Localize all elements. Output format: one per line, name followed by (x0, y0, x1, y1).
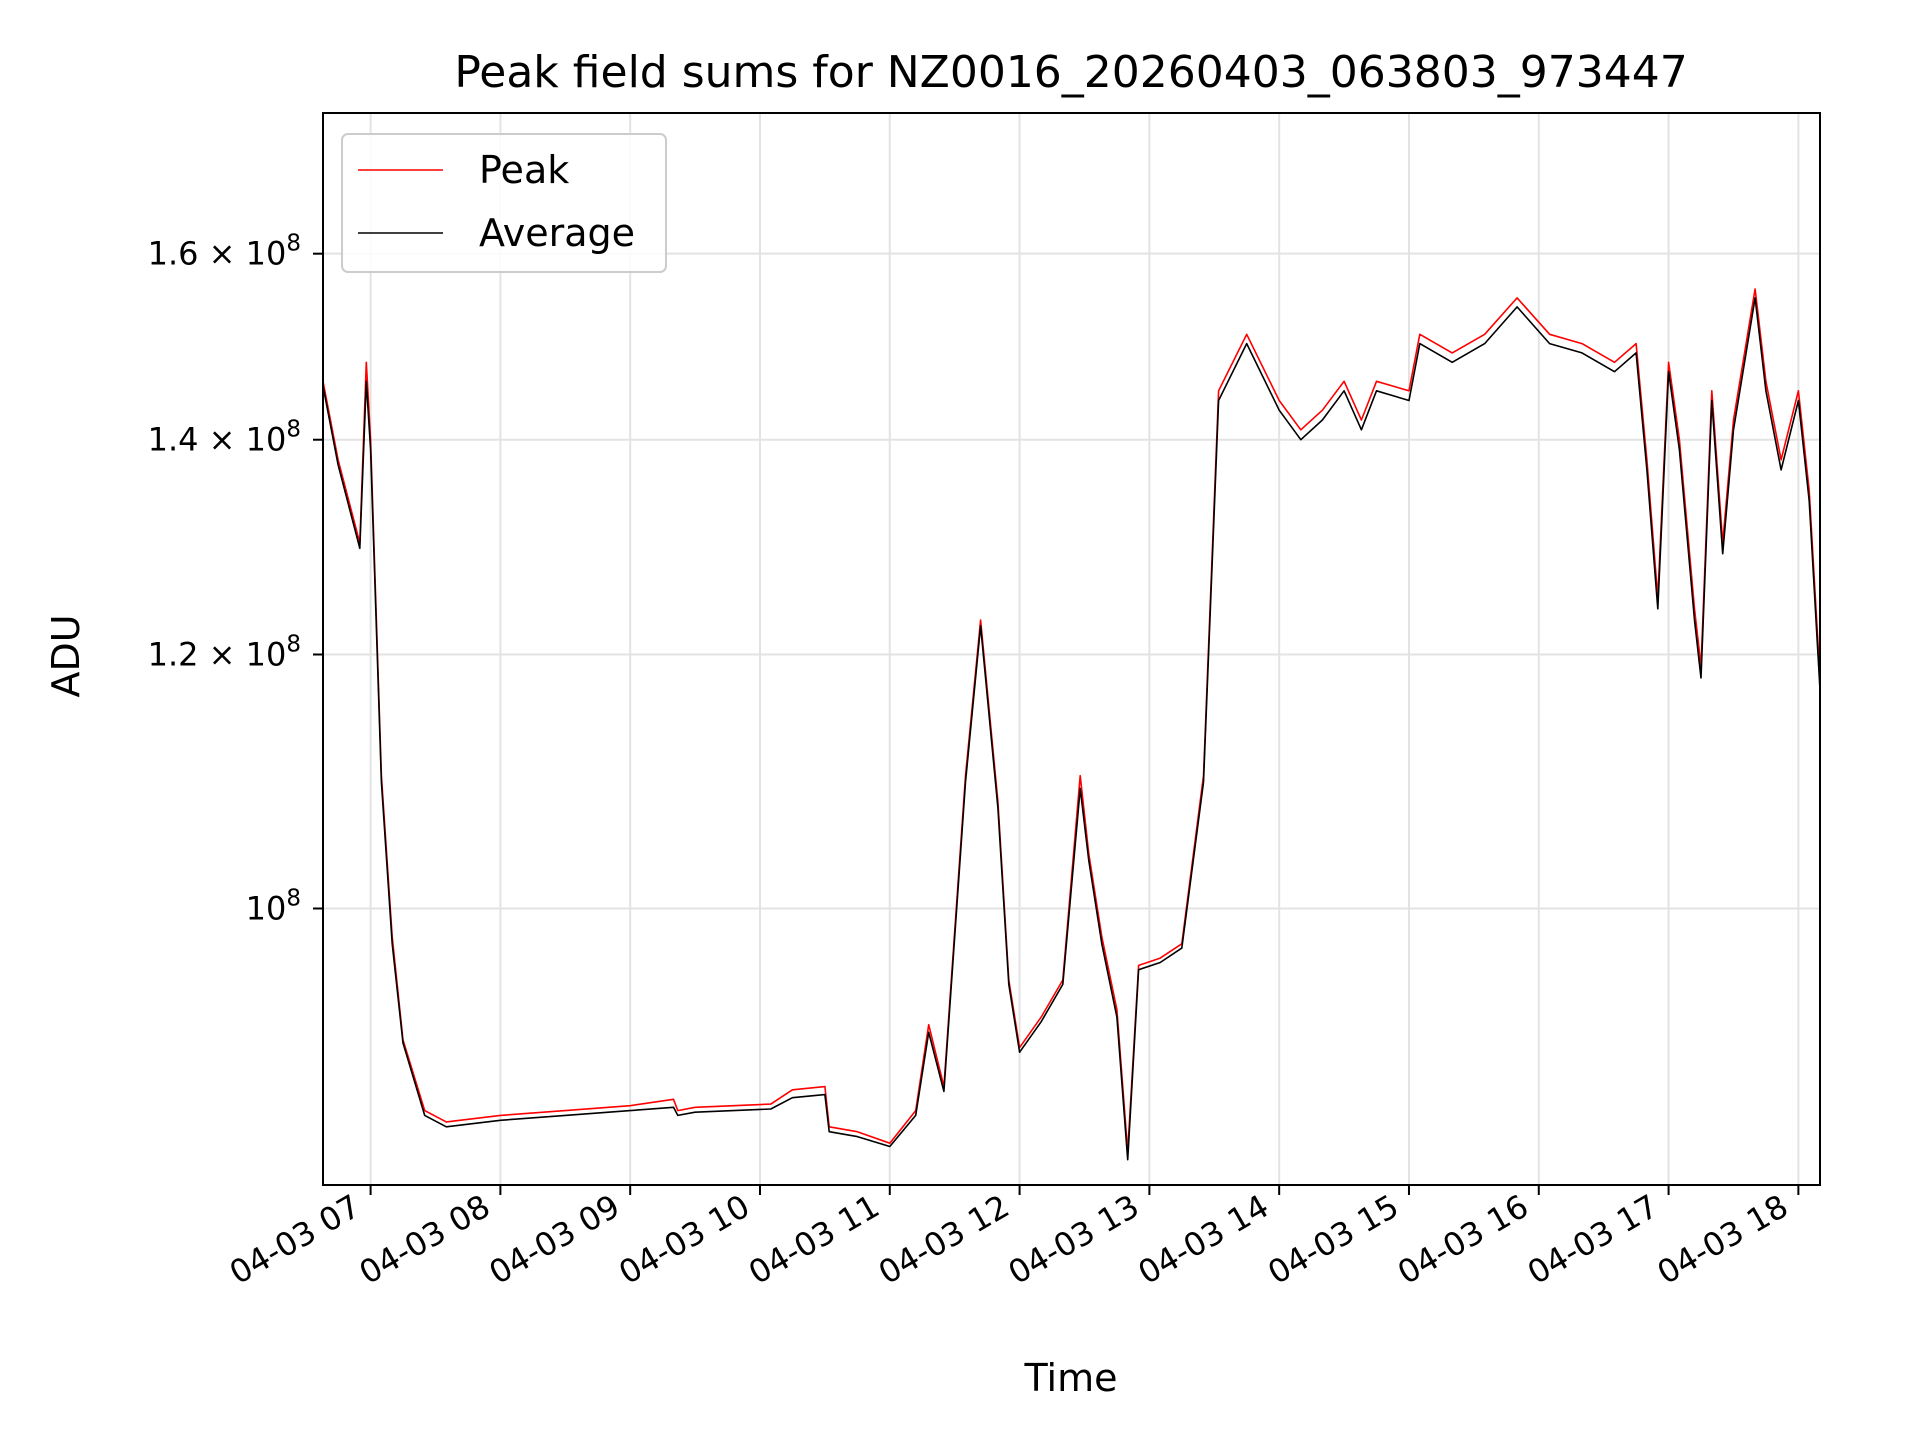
series-group (322, 288, 1821, 1161)
y-tick-label: 1.6 × 108 (148, 231, 301, 273)
y-tick-label: 1.4 × 108 (148, 417, 301, 459)
plot-frame (322, 112, 1821, 1186)
x-axis-label: Time (1024, 1356, 1118, 1400)
legend: Peak Average (341, 133, 667, 273)
series-line-average (322, 297, 1821, 1161)
legend-box (341, 133, 667, 273)
legend-label-average: Average (479, 211, 635, 255)
y-tick-label: 1.2 × 108 (148, 631, 301, 673)
chart-title: Peak field sums for NZ0016_20260403_0638… (454, 47, 1687, 98)
y-axis-label: ADU (44, 614, 88, 697)
legend-label-peak: Peak (479, 148, 569, 192)
y-tick-label: 108 (246, 886, 301, 928)
